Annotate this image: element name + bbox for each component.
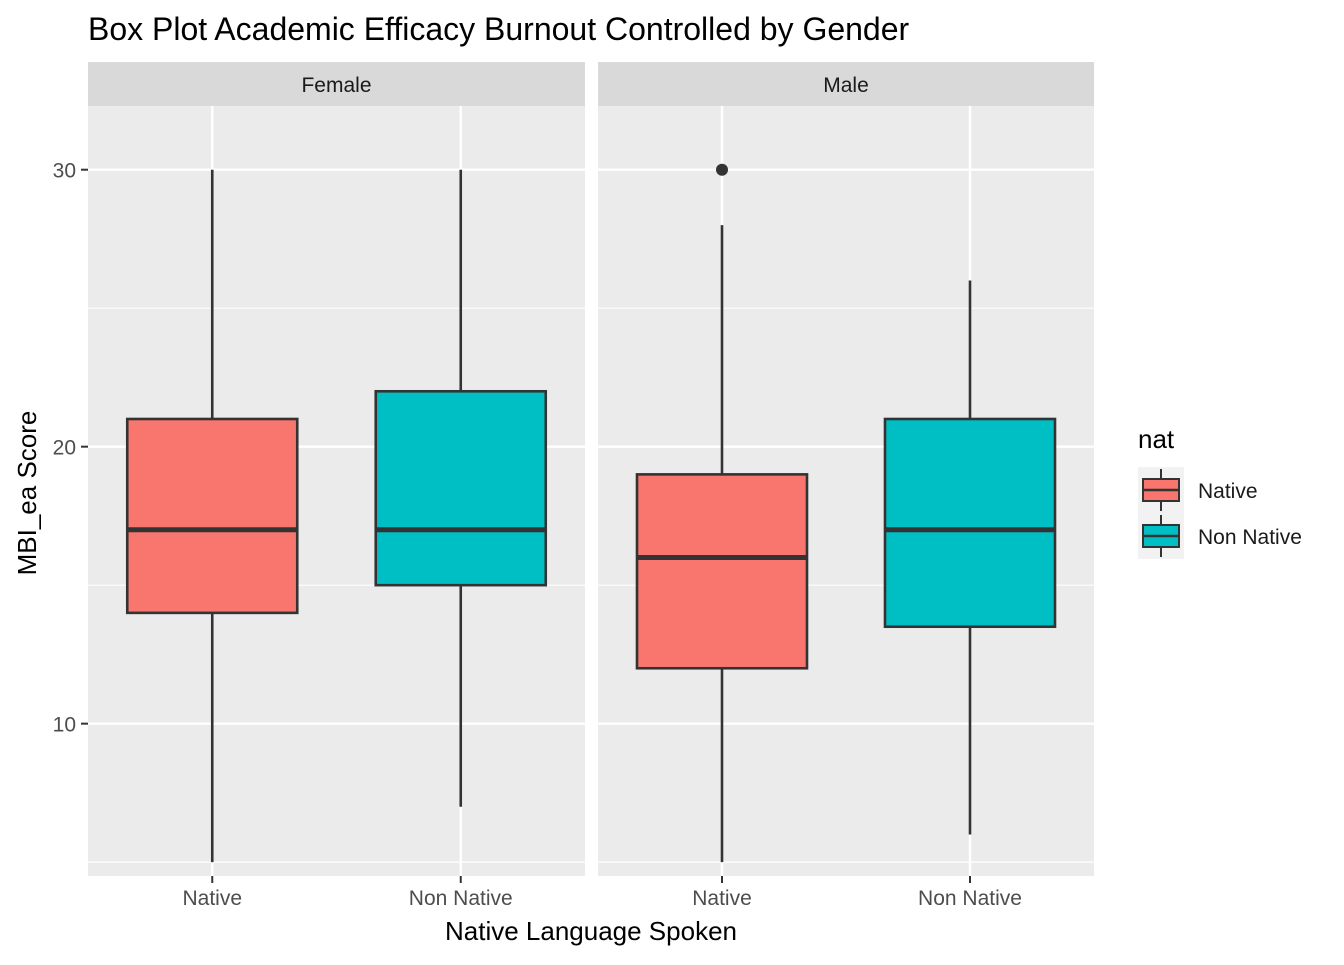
legend-title: nat <box>1138 424 1175 454</box>
x-tick-label: Non Native <box>409 887 513 910</box>
facet-strip <box>598 62 1094 106</box>
legend-label: Native <box>1198 480 1258 503</box>
outlier-point <box>716 163 728 176</box>
box-iqr <box>125 417 299 615</box>
facet-strip-label: Female <box>301 74 371 97</box>
box-iqr <box>635 473 809 670</box>
legend-label: Non Native <box>1198 526 1302 549</box>
plot-layer: Female Native Non Native Male Native Non Nati… <box>53 62 1302 910</box>
box-iqr <box>374 389 548 587</box>
y-axis-label: MBI_ea Score <box>12 411 42 576</box>
x-tick-label: Native <box>692 887 752 910</box>
chart-title: Box Plot Academic Efficacy Burnout Contr… <box>88 11 910 47</box>
y-tick-label: 30 <box>53 160 76 183</box>
y-tick-label: 20 <box>53 437 76 460</box>
x-tick-label: Non Native <box>918 887 1022 910</box>
facet-strip-label: Male <box>823 74 869 97</box>
x-tick-label: Native <box>182 887 242 910</box>
x-axis-label: Native Language Spoken <box>445 916 737 946</box>
facet-strip <box>88 62 585 106</box>
box-iqr <box>883 417 1057 629</box>
y-tick-label: 10 <box>53 714 76 737</box>
